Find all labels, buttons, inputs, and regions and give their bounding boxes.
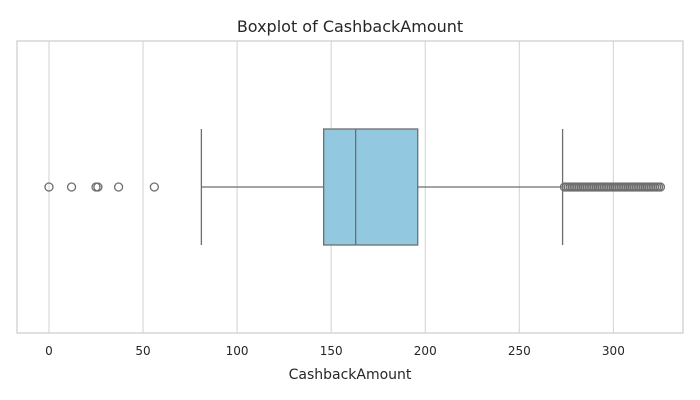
x-tick-label-50: 50: [135, 344, 150, 358]
x-tick-label-200: 200: [414, 344, 437, 358]
x-axis-ticks: 0 50 100 150 200 250 300: [45, 344, 625, 358]
iqr-box: [323, 128, 419, 246]
chart-title: Boxplot of CashbackAmount: [237, 17, 463, 36]
x-tick-label-300: 300: [602, 344, 625, 358]
x-tick-label-100: 100: [226, 344, 249, 358]
outlier-point-3: [93, 182, 103, 192]
box-group: [200, 128, 564, 246]
outlier-point-1: [66, 182, 77, 192]
x-tick-label-0: 0: [45, 344, 53, 358]
outlier-point-57: [655, 182, 666, 192]
outlier-point-4: [113, 182, 124, 192]
outlier-point-5: [149, 182, 159, 192]
outlier-group: [44, 182, 666, 192]
x-tick-label-150: 150: [320, 344, 343, 358]
plot-frame: [16, 40, 684, 334]
outlier-point-0: [44, 182, 54, 192]
x-axis-label: CashbackAmount: [289, 367, 412, 383]
x-tick-label-250: 250: [508, 344, 531, 358]
